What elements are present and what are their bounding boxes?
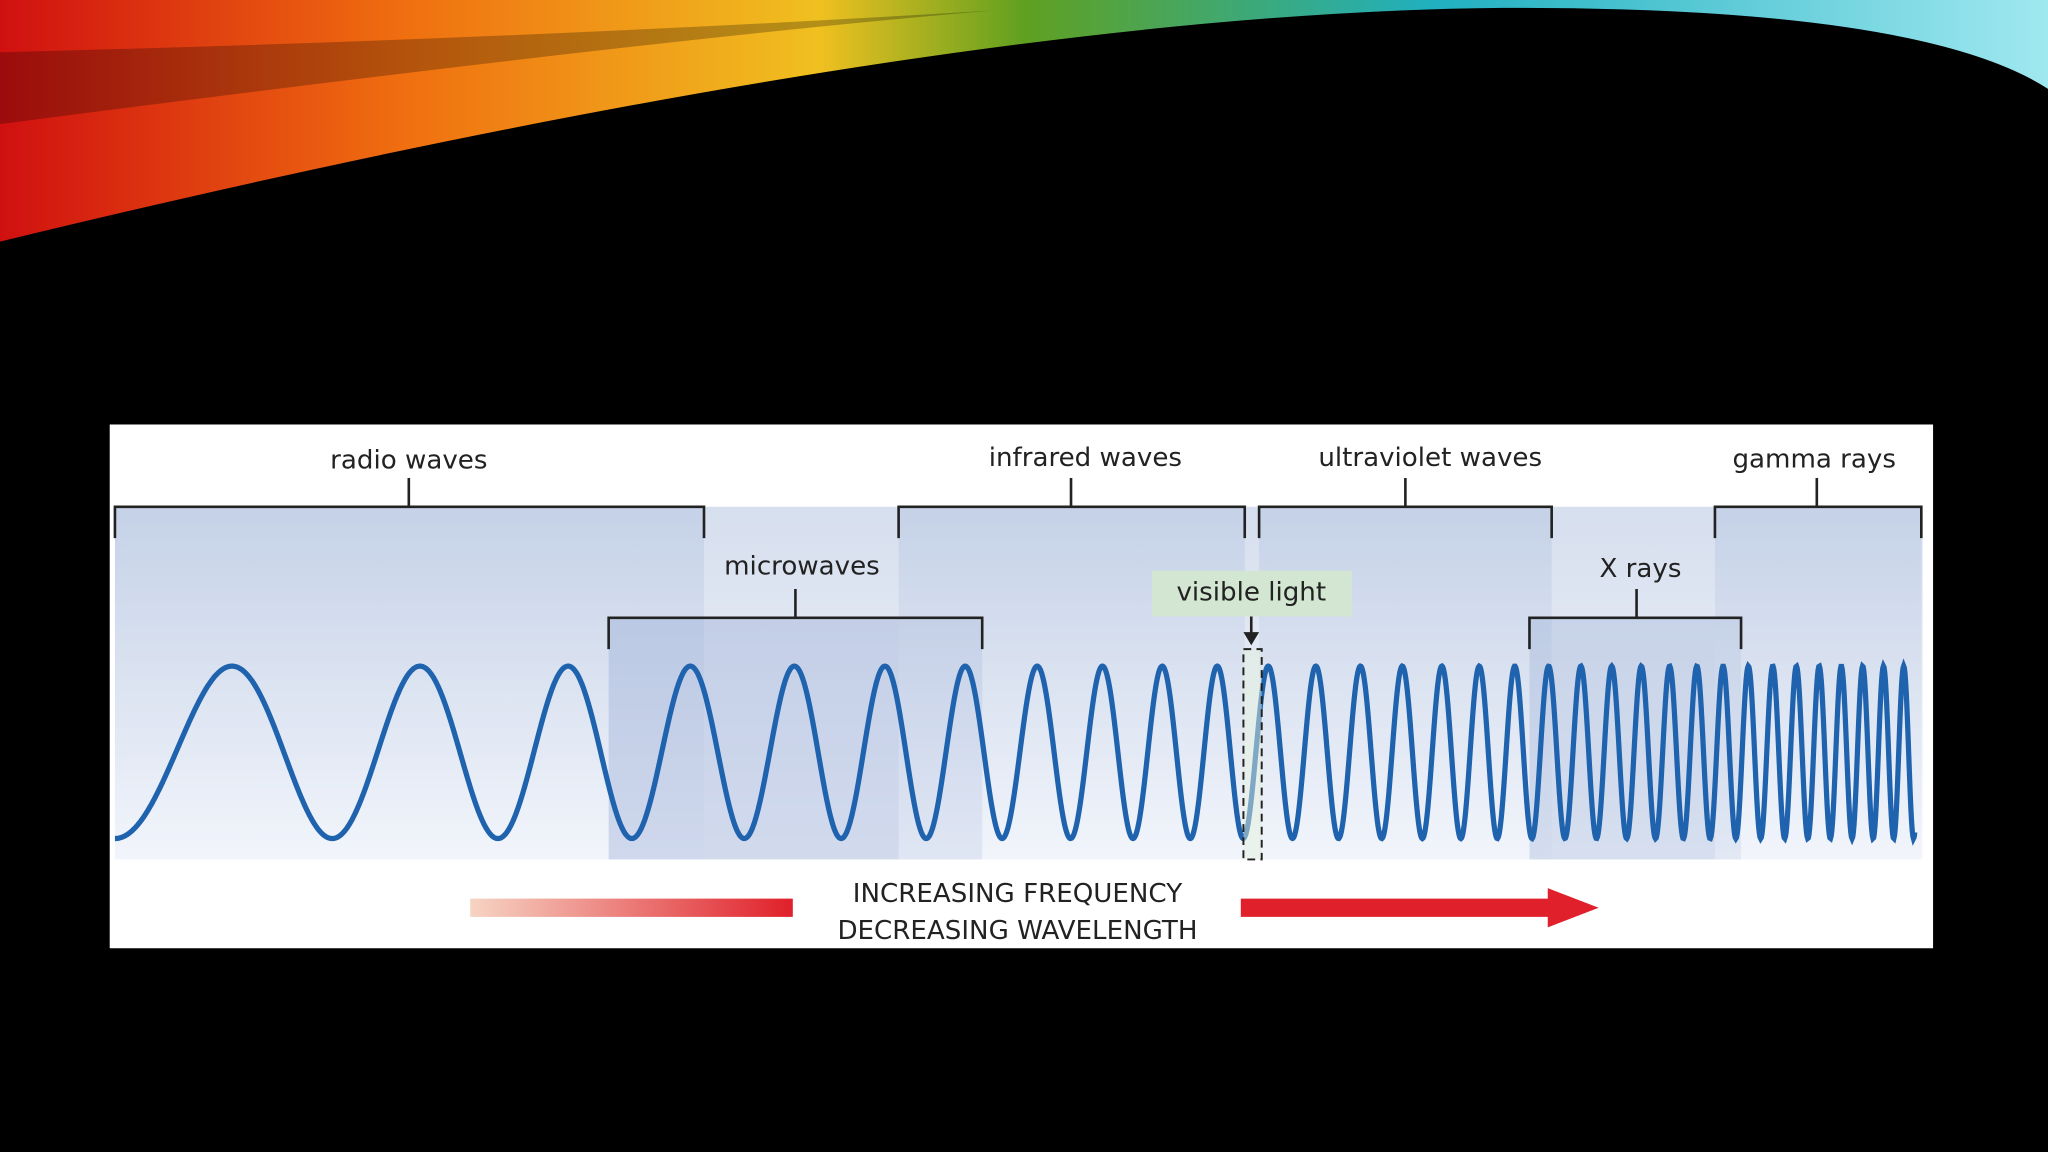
- swoosh-shadow: [0, 10, 993, 125]
- bracket: [1528, 589, 1743, 650]
- bracket: [1257, 478, 1553, 539]
- visible-pointer-head: [1243, 632, 1260, 646]
- bracket: [607, 589, 984, 650]
- arrow-tail: [470, 898, 793, 917]
- band-label: X rays: [1599, 554, 1681, 584]
- band-label: visible light: [1176, 577, 1326, 607]
- bracket: [113, 478, 706, 539]
- band-label: infrared waves: [989, 443, 1182, 473]
- visible-label-box: [1152, 570, 1352, 617]
- wave: [114, 658, 1918, 846]
- arrow-caption: INCREASING FREQUENCY: [853, 879, 1182, 909]
- band-region: [898, 506, 1245, 860]
- arrow-caption: DECREASING WAVELENGTH: [837, 916, 1197, 946]
- band-label: ultraviolet waves: [1318, 443, 1542, 473]
- bracket: [897, 478, 1247, 539]
- band-label: radio waves: [330, 446, 487, 476]
- band-label: microwaves: [724, 551, 880, 581]
- spectrum-figure: radio waves microwaves infrared waves vi…: [109, 424, 1934, 949]
- arrow-head: [1240, 888, 1599, 928]
- visible-region: [1242, 648, 1263, 861]
- decorative-swoosh: [0, 0, 2048, 242]
- band-label: gamma rays: [1732, 444, 1896, 474]
- band-region: [114, 506, 704, 860]
- bracket: [1713, 478, 1923, 539]
